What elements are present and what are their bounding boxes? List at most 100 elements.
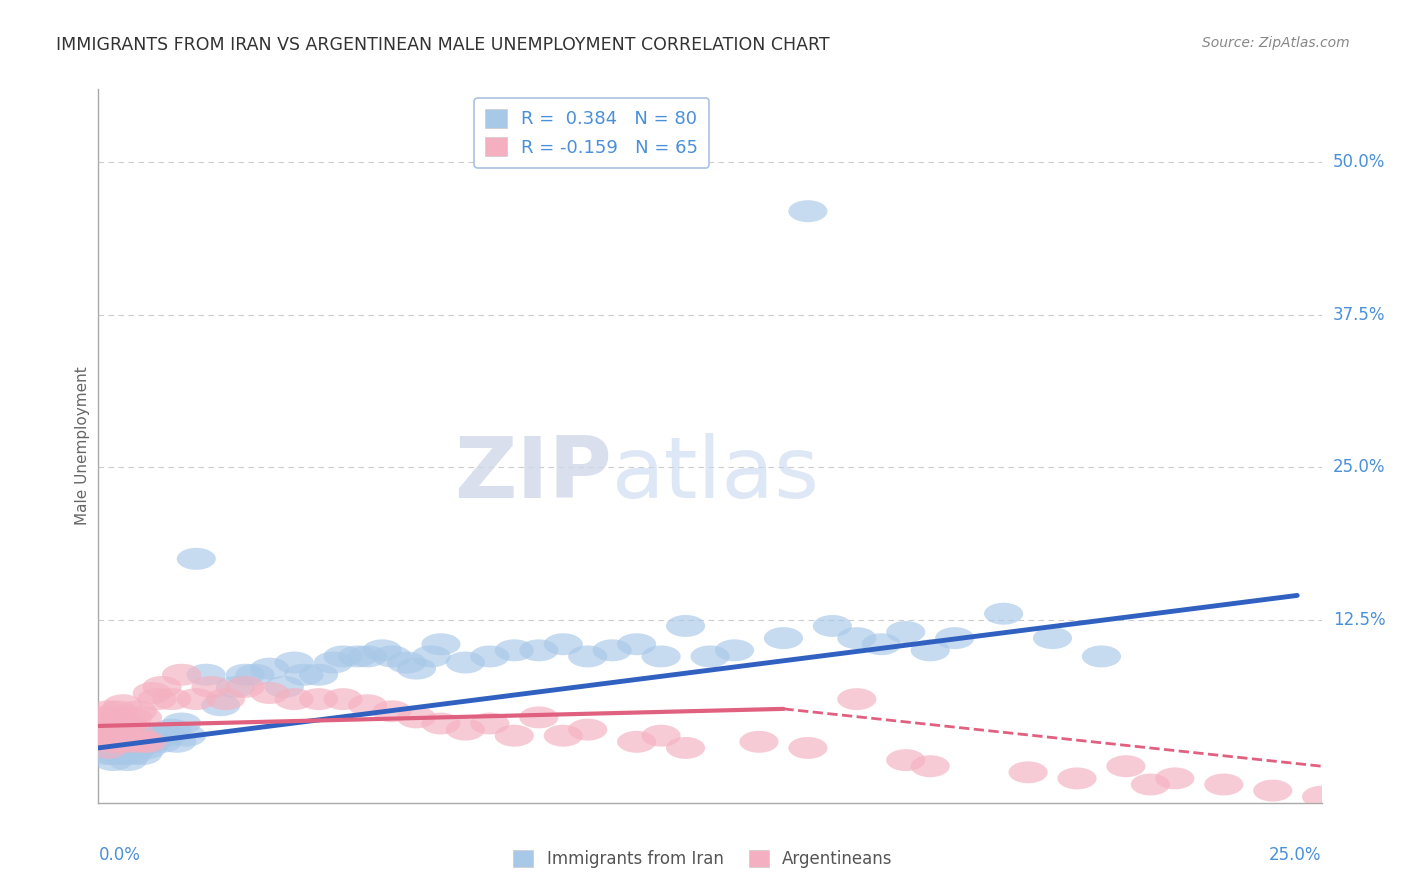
Ellipse shape <box>592 640 631 661</box>
Ellipse shape <box>1204 773 1243 796</box>
Ellipse shape <box>84 724 122 747</box>
Ellipse shape <box>250 657 290 680</box>
Ellipse shape <box>112 731 152 753</box>
Ellipse shape <box>1107 756 1146 777</box>
Ellipse shape <box>470 646 509 667</box>
Ellipse shape <box>714 640 754 661</box>
Ellipse shape <box>568 719 607 740</box>
Ellipse shape <box>157 731 197 753</box>
Text: 12.5%: 12.5% <box>1333 611 1385 629</box>
Ellipse shape <box>690 646 730 667</box>
Ellipse shape <box>470 713 509 734</box>
Text: Source: ZipAtlas.com: Source: ZipAtlas.com <box>1202 36 1350 50</box>
Ellipse shape <box>1156 767 1195 789</box>
Text: IMMIGRANTS FROM IRAN VS ARGENTINEAN MALE UNEMPLOYMENT CORRELATION CHART: IMMIGRANTS FROM IRAN VS ARGENTINEAN MALE… <box>56 36 830 54</box>
Ellipse shape <box>225 676 264 698</box>
Ellipse shape <box>98 731 138 753</box>
Ellipse shape <box>167 724 207 747</box>
Ellipse shape <box>98 737 138 759</box>
Ellipse shape <box>94 724 132 747</box>
Ellipse shape <box>84 706 122 729</box>
Ellipse shape <box>641 724 681 747</box>
Ellipse shape <box>1008 762 1047 783</box>
Ellipse shape <box>1302 786 1341 807</box>
Ellipse shape <box>118 700 157 723</box>
Ellipse shape <box>235 664 274 686</box>
Ellipse shape <box>191 676 231 698</box>
Legend: Immigrants from Iran, Argentineans: Immigrants from Iran, Argentineans <box>506 843 900 875</box>
Ellipse shape <box>84 737 122 759</box>
Ellipse shape <box>152 719 191 740</box>
Ellipse shape <box>89 737 128 759</box>
Ellipse shape <box>108 731 148 753</box>
Ellipse shape <box>89 700 128 723</box>
Ellipse shape <box>1081 646 1121 667</box>
Ellipse shape <box>323 646 363 667</box>
Text: 25.0%: 25.0% <box>1333 458 1385 476</box>
Ellipse shape <box>935 627 974 649</box>
Ellipse shape <box>84 713 122 734</box>
Ellipse shape <box>544 633 583 656</box>
Ellipse shape <box>108 713 148 734</box>
Ellipse shape <box>412 646 451 667</box>
Ellipse shape <box>837 688 876 710</box>
Ellipse shape <box>363 640 402 661</box>
Ellipse shape <box>148 724 187 747</box>
Ellipse shape <box>373 646 412 667</box>
Text: atlas: atlas <box>612 433 820 516</box>
Ellipse shape <box>103 743 142 765</box>
Legend: R =  0.384   N = 80, R = -0.159   N = 65: R = 0.384 N = 80, R = -0.159 N = 65 <box>474 98 709 168</box>
Ellipse shape <box>138 688 177 710</box>
Ellipse shape <box>666 737 706 759</box>
Ellipse shape <box>264 676 304 698</box>
Ellipse shape <box>128 724 167 747</box>
Ellipse shape <box>94 743 132 765</box>
Ellipse shape <box>142 731 181 753</box>
Ellipse shape <box>98 719 138 740</box>
Ellipse shape <box>84 719 122 740</box>
Ellipse shape <box>519 706 558 729</box>
Ellipse shape <box>396 706 436 729</box>
Ellipse shape <box>89 743 128 765</box>
Ellipse shape <box>94 749 132 771</box>
Text: 25.0%: 25.0% <box>1270 846 1322 863</box>
Ellipse shape <box>274 651 314 673</box>
Ellipse shape <box>122 731 162 753</box>
Ellipse shape <box>250 682 290 704</box>
Ellipse shape <box>207 688 245 710</box>
Ellipse shape <box>103 713 142 734</box>
Ellipse shape <box>152 688 191 710</box>
Ellipse shape <box>84 724 122 747</box>
Ellipse shape <box>122 706 162 729</box>
Ellipse shape <box>911 640 950 661</box>
Ellipse shape <box>617 633 657 656</box>
Ellipse shape <box>1033 627 1073 649</box>
Ellipse shape <box>1057 767 1097 789</box>
Ellipse shape <box>177 688 217 710</box>
Ellipse shape <box>108 749 148 771</box>
Ellipse shape <box>641 646 681 667</box>
Ellipse shape <box>347 694 387 716</box>
Ellipse shape <box>789 737 828 759</box>
Ellipse shape <box>98 724 138 747</box>
Ellipse shape <box>789 200 828 222</box>
Ellipse shape <box>1253 780 1292 802</box>
Ellipse shape <box>108 724 148 747</box>
Ellipse shape <box>519 640 558 661</box>
Ellipse shape <box>94 731 132 753</box>
Ellipse shape <box>446 651 485 673</box>
Ellipse shape <box>103 719 142 740</box>
Text: 37.5%: 37.5% <box>1333 306 1385 324</box>
Ellipse shape <box>339 646 377 667</box>
Ellipse shape <box>299 664 339 686</box>
Ellipse shape <box>314 651 353 673</box>
Ellipse shape <box>103 694 142 716</box>
Ellipse shape <box>112 706 152 729</box>
Ellipse shape <box>568 646 607 667</box>
Ellipse shape <box>108 724 148 747</box>
Ellipse shape <box>740 731 779 753</box>
Text: 50.0%: 50.0% <box>1333 153 1385 171</box>
Ellipse shape <box>142 676 181 698</box>
Ellipse shape <box>138 724 177 747</box>
Ellipse shape <box>984 603 1024 624</box>
